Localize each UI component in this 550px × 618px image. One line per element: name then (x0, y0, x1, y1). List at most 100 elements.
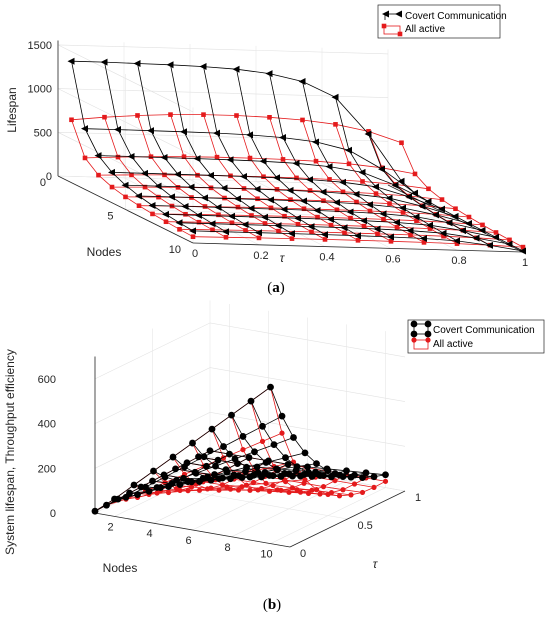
chart-b-surfaces (91, 383, 389, 515)
chart-b-legend: Covert Communication All active (407, 319, 545, 354)
surface-line (203, 114, 326, 240)
data-point (274, 222, 282, 230)
data-point (327, 215, 334, 223)
data-point (180, 128, 187, 136)
data-point (156, 194, 161, 200)
y-tick-label: 0.5 (358, 520, 373, 532)
data-point (202, 204, 208, 209)
data-point (215, 475, 223, 483)
y-axis-line (57, 175, 194, 244)
data-point (210, 227, 215, 233)
data-point (163, 219, 169, 225)
legend-symbol (411, 337, 417, 343)
data-point (486, 241, 493, 249)
data-point (439, 229, 447, 237)
data-point (339, 178, 346, 186)
data-point (196, 487, 203, 493)
surface-line (170, 114, 293, 239)
data-point (285, 470, 293, 478)
data-point (123, 194, 128, 200)
data-point (379, 210, 387, 218)
data-point (235, 472, 242, 480)
data-point (352, 190, 360, 198)
data-point (231, 455, 239, 463)
data-point (270, 482, 276, 489)
data-point (227, 475, 234, 483)
data-point (148, 154, 154, 159)
data-point (378, 165, 385, 173)
data-point (280, 157, 286, 162)
x-axis-line (94, 512, 291, 548)
data-point (216, 487, 222, 493)
data-point (519, 247, 526, 255)
data-point (135, 192, 142, 200)
data-point (282, 213, 287, 219)
data-point (306, 176, 313, 184)
y-tick-label: 10 (169, 244, 181, 256)
surface-line (104, 117, 227, 238)
x-tick-label: 4 (146, 528, 152, 540)
data-point (360, 179, 365, 184)
data-point (228, 411, 235, 419)
data-point (373, 191, 379, 196)
data-point (102, 114, 107, 120)
data-point (135, 113, 140, 118)
data-point (293, 463, 301, 471)
grid-line (94, 367, 406, 424)
data-point (333, 122, 338, 127)
data-point (445, 219, 453, 227)
data-point (292, 159, 300, 167)
data-point (250, 479, 257, 486)
data-point (346, 208, 354, 216)
chart-a-legend: Covert Communication All active (377, 4, 507, 39)
data-point (358, 168, 366, 176)
data-point (336, 471, 343, 479)
chart-a-ylabel: Nodes (87, 245, 122, 259)
data-point (270, 441, 278, 449)
data-point (288, 197, 293, 202)
data-point (400, 210, 406, 215)
data-point (280, 205, 288, 213)
data-point (439, 197, 445, 202)
data-point (340, 487, 346, 493)
grid-line (94, 322, 406, 380)
data-point (328, 473, 335, 481)
data-point (478, 226, 486, 234)
legend-symbol (424, 330, 432, 338)
data-point (441, 233, 446, 239)
data-point (141, 169, 148, 177)
y-tick-label: 0 (40, 177, 46, 189)
chart-b-zlabel: System lifespan, Throughput efficiency (3, 349, 17, 555)
surface-line (104, 62, 227, 233)
data-point (253, 185, 261, 193)
chart-b-grid (94, 300, 406, 548)
data-point (480, 222, 485, 228)
data-point (316, 472, 324, 479)
data-point (103, 501, 110, 509)
data-point (122, 493, 130, 501)
data-point (421, 240, 427, 245)
x-tick-label: 0 (192, 248, 198, 260)
data-point (360, 217, 367, 225)
z-tick-label: 500 (34, 127, 52, 139)
data-point (297, 472, 304, 480)
legend-line (413, 339, 429, 350)
data-point (239, 484, 245, 490)
data-point (241, 221, 249, 229)
data-point (240, 447, 246, 453)
data-point (154, 182, 162, 190)
data-point (385, 194, 393, 202)
data-point (319, 188, 327, 196)
data-point (304, 463, 311, 471)
surface-line (236, 69, 359, 237)
data-point (505, 240, 513, 248)
legend-symbol (381, 23, 387, 29)
data-point (300, 117, 305, 123)
surface-line (203, 66, 326, 235)
data-point (273, 174, 280, 182)
legend-marker-covert (410, 320, 432, 338)
data-point (181, 202, 189, 210)
data-point (173, 485, 180, 492)
data-point (204, 473, 211, 481)
data-point (359, 489, 366, 496)
